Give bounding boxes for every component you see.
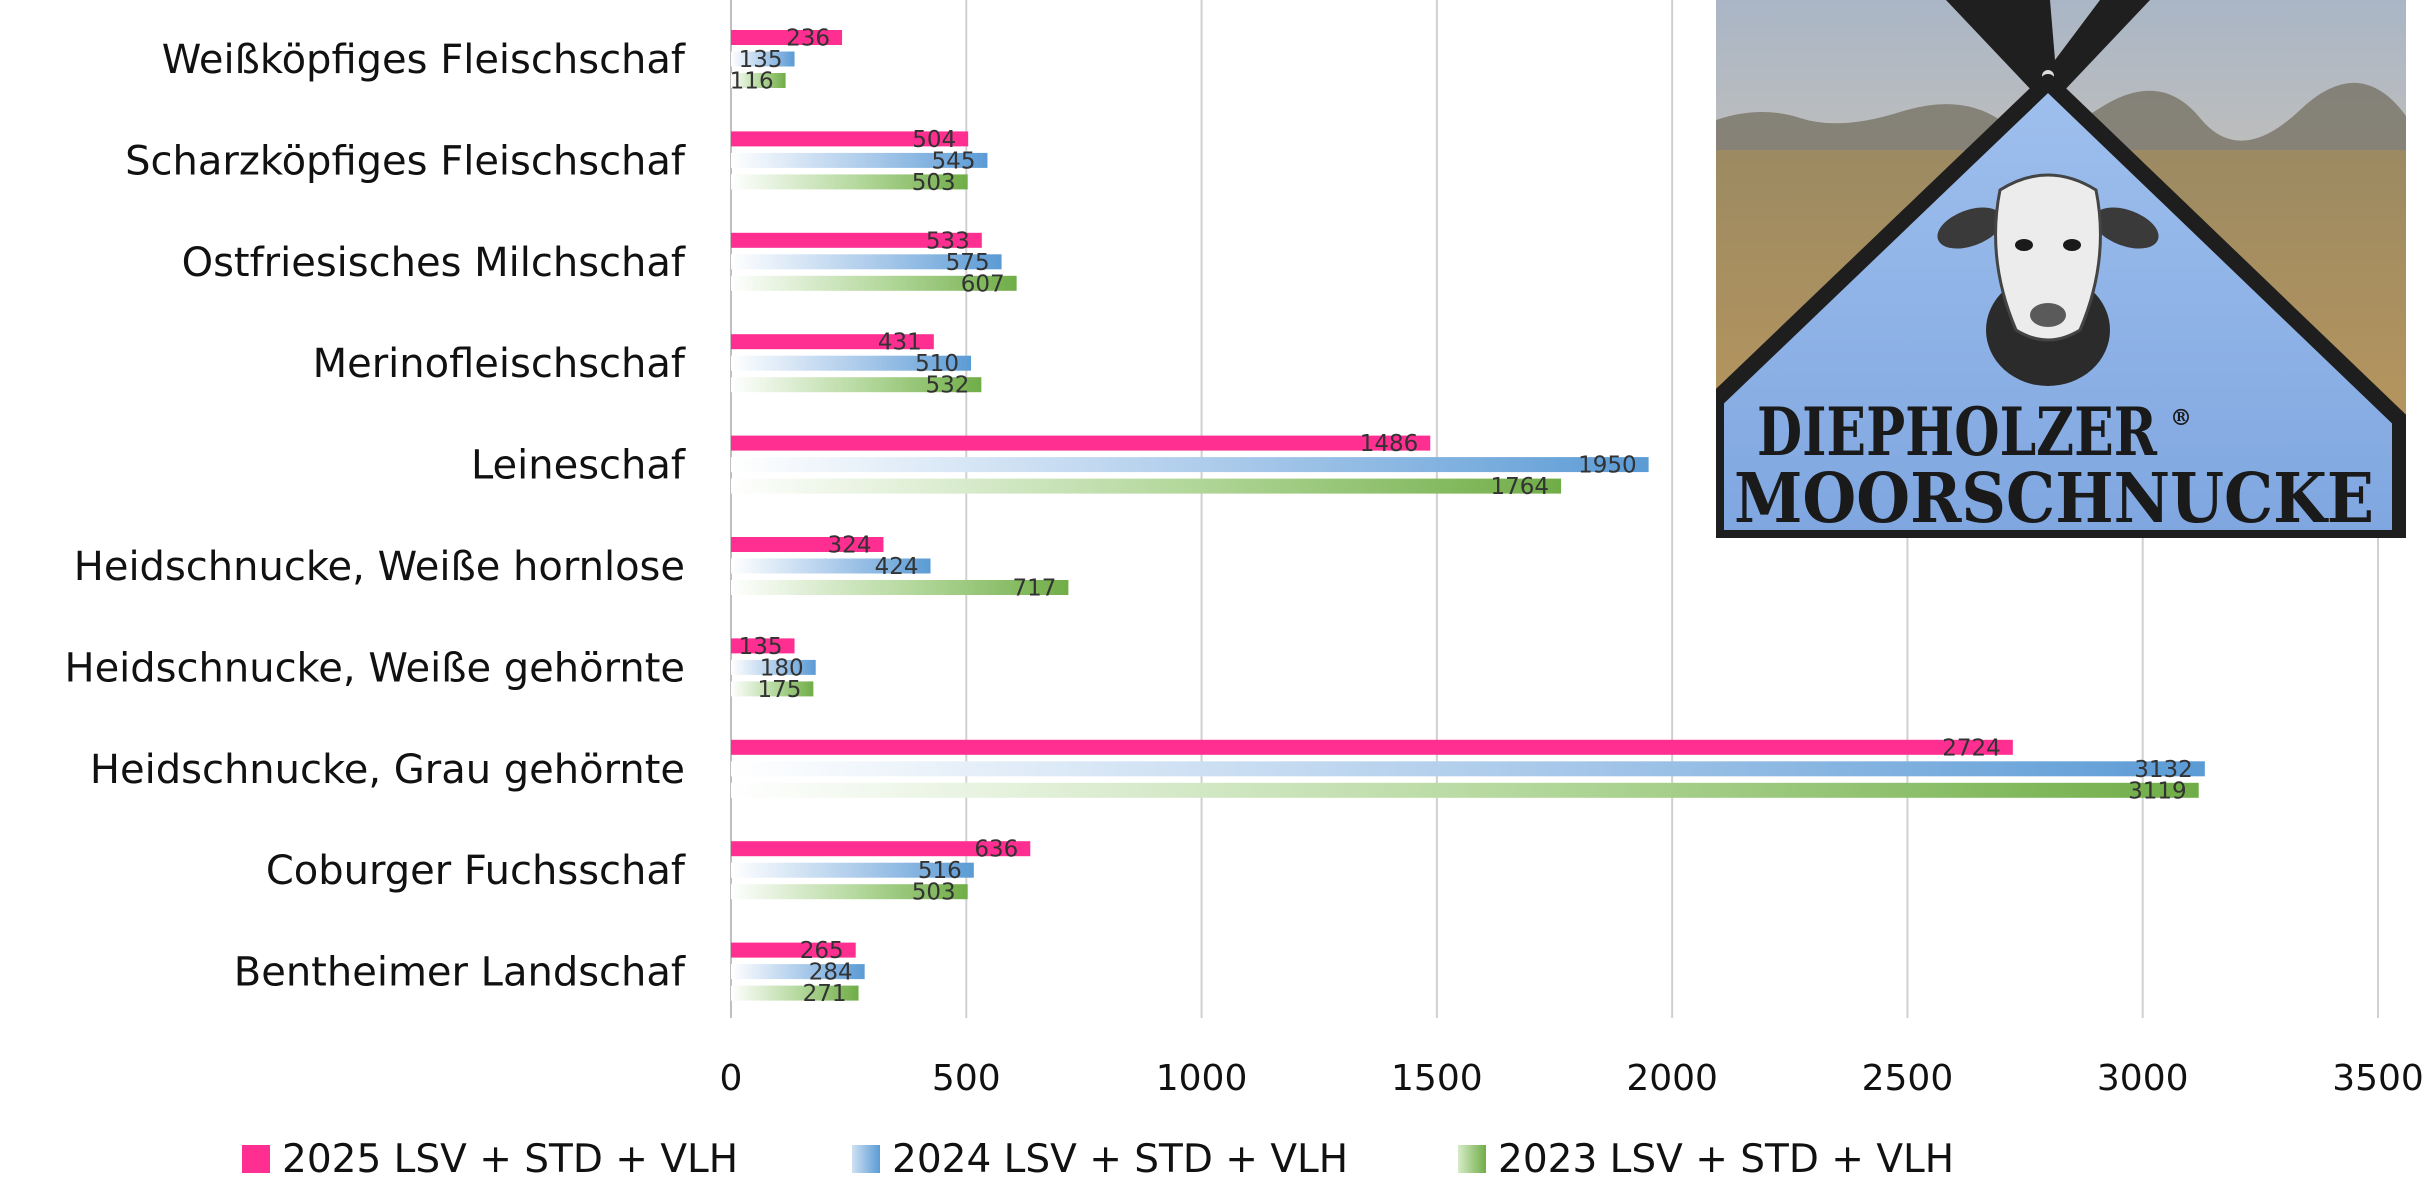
- bar: [731, 841, 1031, 857]
- bar: [731, 457, 1649, 473]
- data-label: 1486: [1360, 431, 1419, 457]
- data-label: 607: [961, 271, 1005, 297]
- bar: [731, 761, 2205, 777]
- x-tick-label: 3000: [2097, 1058, 2189, 1099]
- logo-tree-line: [1716, 82, 2406, 150]
- bar: [731, 942, 856, 958]
- category-labels: Weißköpfiges Fleischschaf Scharzköpfiges …: [64, 37, 685, 996]
- data-label: 510: [915, 351, 959, 377]
- data-label: 533: [926, 228, 970, 254]
- bar: [731, 152, 988, 168]
- logo-title-line1: DIEPHOLZER: [1757, 393, 2158, 471]
- data-label: 135: [739, 634, 783, 660]
- legend-label: 2023 LSV + STD + VLH: [1498, 1137, 1954, 1182]
- bar: [731, 580, 1069, 595]
- legend-label: 2024 LSV + STD + VLH: [892, 1137, 1348, 1182]
- bar: [731, 537, 884, 552]
- data-label: 636: [974, 837, 1018, 863]
- data-label: 284: [809, 960, 853, 986]
- bar: [731, 862, 974, 878]
- category-label: Coburger Fuchsschaf: [266, 848, 686, 894]
- category-label: Heidschnucke, Grau gehörnte: [90, 747, 685, 793]
- bar: [731, 51, 795, 67]
- data-label: 3119: [2128, 778, 2187, 804]
- category-label: Heidschnucke, Weiße gehörnte: [64, 645, 685, 691]
- data-label: 516: [918, 858, 962, 884]
- diepholzer-moorschnucke-logo: DIEPHOLZER ® MOORSCHNUCKE: [1716, 0, 2406, 539]
- category-label: Leineschaf: [471, 443, 686, 489]
- bar: [731, 435, 1431, 451]
- data-label: 717: [1012, 576, 1056, 602]
- x-tick-label: 1500: [1391, 1058, 1483, 1099]
- x-tick-label: 2000: [1626, 1058, 1718, 1099]
- sheep-head-icon: [1937, 173, 2159, 386]
- data-label: 2724: [1942, 735, 2001, 761]
- category-label: Merinofleischschaf: [313, 341, 686, 387]
- category-label: Heidschnucke, Weiße hornlose: [74, 544, 685, 590]
- category-label: Weißköpfiges Fleischschaf: [162, 37, 686, 83]
- bar: [731, 964, 865, 980]
- data-label: 503: [912, 170, 956, 196]
- x-tick-label: 3500: [2332, 1058, 2424, 1099]
- bar: [731, 131, 969, 147]
- bar: [731, 985, 859, 1001]
- logo-registered-mark: ®: [2170, 405, 2192, 431]
- bar: [731, 638, 795, 654]
- x-tick-label: 2500: [1862, 1058, 1954, 1099]
- data-label: 532: [925, 373, 969, 399]
- category-label: Scharzköpfiges Fleischschaf: [125, 138, 686, 184]
- legend-swatch: [852, 1145, 880, 1173]
- bars: [731, 30, 2205, 1001]
- data-label: 424: [875, 554, 919, 580]
- data-label: 324: [828, 533, 872, 559]
- data-label: 545: [932, 148, 976, 174]
- data-label: 575: [946, 250, 990, 276]
- bar: [731, 232, 982, 248]
- legend-swatch: [1458, 1145, 1486, 1173]
- data-label: 3132: [2134, 757, 2193, 783]
- data-label: 180: [760, 655, 804, 681]
- x-tick-label: 0: [720, 1058, 743, 1099]
- bar: [731, 782, 2199, 798]
- crossed-boards-icon: [1946, 0, 2150, 120]
- bar: [731, 30, 843, 45]
- x-tick-label: 1000: [1156, 1058, 1248, 1099]
- category-label: Ostfriesisches Milchschaf: [182, 240, 686, 286]
- bar: [731, 275, 1017, 291]
- data-label: 175: [757, 677, 801, 703]
- bar: [731, 377, 982, 393]
- bar: [731, 659, 816, 675]
- legend-swatch: [242, 1145, 270, 1173]
- data-labels: 2361351165045455035335756074315105321486…: [730, 26, 2193, 1008]
- x-tick-label: 500: [932, 1058, 1001, 1099]
- bar: [731, 739, 2013, 755]
- bar: [731, 884, 968, 900]
- bar: [731, 174, 968, 190]
- data-label: 1950: [1578, 453, 1637, 479]
- bar: [731, 558, 931, 574]
- data-label: 503: [912, 880, 956, 906]
- bar: [731, 681, 814, 697]
- data-label: 1764: [1491, 474, 1550, 500]
- data-label: 135: [739, 47, 783, 73]
- category-label: Bentheimer Landschaf: [234, 950, 686, 996]
- bar: [731, 478, 1562, 494]
- data-label: 431: [878, 330, 922, 356]
- legend-label: 2025 LSV + STD + VLH: [282, 1137, 738, 1182]
- data-label: 236: [786, 26, 830, 52]
- bar: [731, 254, 1002, 270]
- data-label: 271: [803, 981, 847, 1007]
- bar: [731, 73, 786, 88]
- bar: [731, 355, 971, 371]
- data-label: 265: [800, 938, 844, 964]
- data-label: 116: [730, 69, 774, 95]
- x-tick-labels: 0 500 1000 1500 2000 2500 3000 3500: [720, 1058, 2424, 1099]
- legend: 2025 LSV + STD + VLH 2024 LSV + STD + VLH…: [242, 1137, 1954, 1182]
- logo-title-line2: MOORSCHNUCKE: [1734, 459, 2374, 539]
- data-label: 504: [912, 127, 956, 153]
- bar: [731, 334, 934, 350]
